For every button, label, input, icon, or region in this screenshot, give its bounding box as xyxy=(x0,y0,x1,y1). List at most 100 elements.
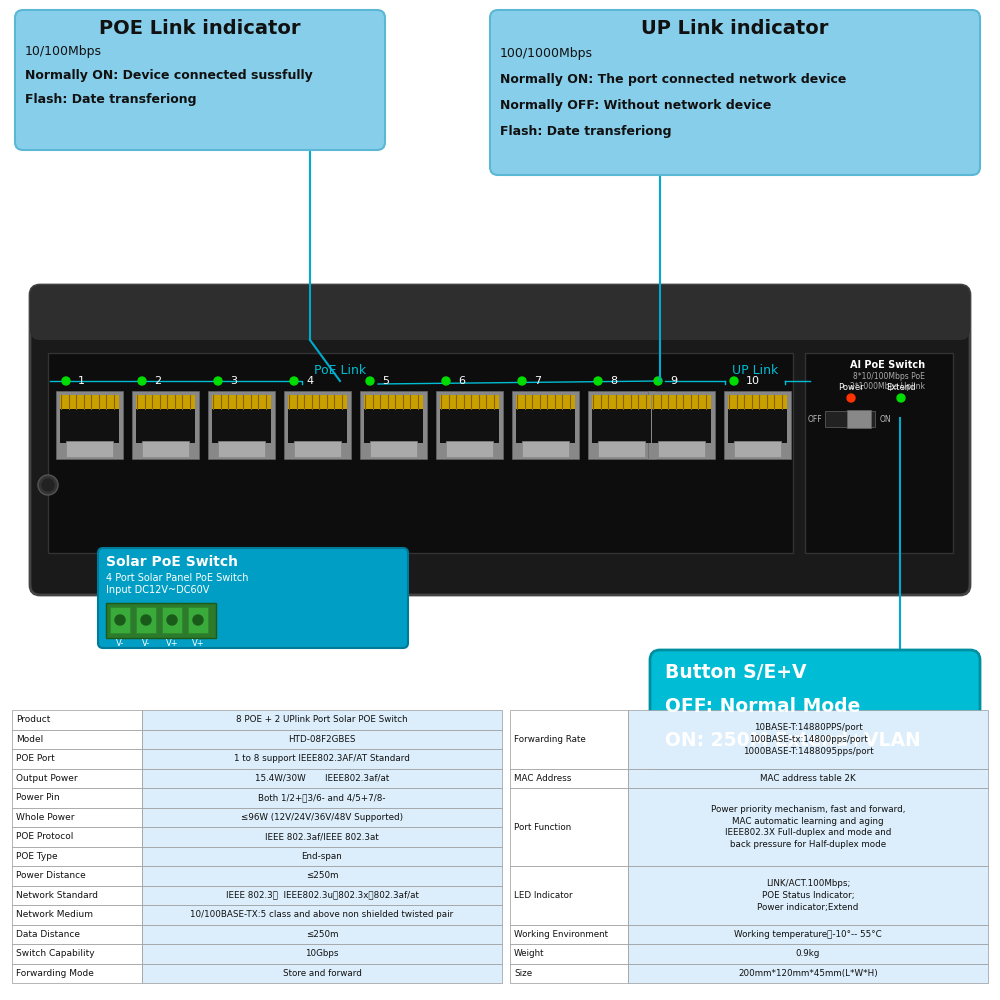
Text: 7: 7 xyxy=(534,376,541,386)
Text: ≤96W (12V/24V/36V/48V Supported): ≤96W (12V/24V/36V/48V Supported) xyxy=(241,813,403,822)
Text: POE Port: POE Port xyxy=(16,754,55,763)
Bar xyxy=(512,391,579,459)
Text: 9: 9 xyxy=(670,376,677,386)
Circle shape xyxy=(897,394,905,402)
Bar xyxy=(188,607,208,633)
Text: Store and forward: Store and forward xyxy=(283,969,361,978)
Text: Data Distance: Data Distance xyxy=(16,930,80,939)
Bar xyxy=(12,788,142,808)
Bar xyxy=(440,395,499,443)
FancyBboxPatch shape xyxy=(30,285,970,340)
Text: 2: 2 xyxy=(154,376,161,386)
Text: Power priority mechanism, fast and forward,
MAC automatic learning and aging
IEE: Power priority mechanism, fast and forwa… xyxy=(711,805,905,849)
Circle shape xyxy=(42,479,54,491)
Bar xyxy=(364,395,423,409)
Bar xyxy=(142,924,502,944)
Bar xyxy=(294,441,341,457)
Text: Power Distance: Power Distance xyxy=(16,871,86,880)
Text: 0.9kg: 0.9kg xyxy=(796,949,820,958)
Text: OFF: Normal Mode: OFF: Normal Mode xyxy=(665,696,860,716)
Text: V+: V+ xyxy=(192,640,204,648)
Text: 4 Port Solar Panel PoE Switch: 4 Port Solar Panel PoE Switch xyxy=(106,573,248,583)
Text: AI PoE Switch: AI PoE Switch xyxy=(850,360,925,370)
Bar xyxy=(142,886,502,905)
Bar xyxy=(218,441,265,457)
Bar xyxy=(628,944,988,964)
Circle shape xyxy=(290,377,298,385)
Bar xyxy=(142,441,189,457)
Bar xyxy=(56,391,123,459)
Text: V+: V+ xyxy=(166,640,178,648)
Text: 2*1000Mbps Uplink: 2*1000Mbps Uplink xyxy=(850,382,925,391)
Bar xyxy=(440,395,499,409)
Bar xyxy=(284,391,351,459)
Bar xyxy=(436,391,503,459)
Text: Forwarding Mode: Forwarding Mode xyxy=(16,969,94,978)
Text: Forwarding Rate: Forwarding Rate xyxy=(514,735,586,744)
Bar xyxy=(106,603,216,638)
Bar xyxy=(364,395,423,443)
Bar xyxy=(142,944,502,964)
Text: Product: Product xyxy=(16,715,50,724)
Text: 10/100Mbps: 10/100Mbps xyxy=(25,45,102,58)
Bar xyxy=(12,768,142,788)
Bar xyxy=(592,395,651,409)
Text: PoE Link: PoE Link xyxy=(314,364,366,377)
Bar xyxy=(510,768,628,788)
Bar xyxy=(728,395,787,443)
Text: Port Function: Port Function xyxy=(514,822,571,832)
Bar xyxy=(142,768,502,788)
Bar xyxy=(652,395,711,443)
Circle shape xyxy=(38,475,58,495)
Bar xyxy=(360,391,427,459)
Bar xyxy=(142,749,502,768)
Text: Network Standard: Network Standard xyxy=(16,891,98,900)
Text: Both 1/2+、3/6- and 4/5+7/8-: Both 1/2+、3/6- and 4/5+7/8- xyxy=(258,793,386,802)
Text: 4: 4 xyxy=(306,376,313,386)
Text: 1: 1 xyxy=(78,376,85,386)
Bar xyxy=(728,395,787,409)
Bar xyxy=(12,749,142,768)
Text: POE Protocol: POE Protocol xyxy=(16,832,73,841)
Text: IEEE 802.3、  IEEE802.3u、802.3x、802.3af/at: IEEE 802.3、 IEEE802.3u、802.3x、802.3af/at xyxy=(226,891,418,900)
Text: LED Indicator: LED Indicator xyxy=(514,891,573,900)
Circle shape xyxy=(115,615,125,625)
Bar xyxy=(142,730,502,749)
Text: UP Link indicator: UP Link indicator xyxy=(641,18,829,37)
Bar xyxy=(510,710,628,768)
Text: Output Power: Output Power xyxy=(16,774,78,783)
Bar xyxy=(48,353,793,553)
Bar xyxy=(288,395,347,443)
Text: V-: V- xyxy=(142,640,150,648)
Bar xyxy=(208,391,275,459)
Text: Weight: Weight xyxy=(514,949,544,958)
Bar xyxy=(510,924,628,944)
Bar xyxy=(12,730,142,749)
Bar xyxy=(136,395,195,443)
Bar xyxy=(132,391,199,459)
Circle shape xyxy=(442,377,450,385)
Text: UP Link: UP Link xyxy=(732,364,778,377)
Text: 8*10/100Mbps PoE: 8*10/100Mbps PoE xyxy=(853,372,925,381)
Text: Flash: Date transferiong: Flash: Date transferiong xyxy=(25,94,196,106)
Bar xyxy=(516,395,575,409)
Bar xyxy=(516,395,575,443)
Bar xyxy=(847,410,871,428)
Text: Switch Capability: Switch Capability xyxy=(16,949,95,958)
Text: Size: Size xyxy=(514,969,532,978)
Bar xyxy=(628,924,988,944)
Text: Button S/E+V: Button S/E+V xyxy=(665,662,806,682)
Bar xyxy=(724,391,791,459)
Text: Normally ON: Device connected sussfully: Normally ON: Device connected sussfully xyxy=(25,70,313,83)
Text: 3: 3 xyxy=(230,376,237,386)
Text: 10Gbps: 10Gbps xyxy=(305,949,339,958)
Bar xyxy=(142,846,502,866)
Text: ≤250m: ≤250m xyxy=(306,871,338,880)
Text: Working Environment: Working Environment xyxy=(514,930,608,939)
FancyBboxPatch shape xyxy=(490,10,980,175)
Circle shape xyxy=(62,377,70,385)
Bar xyxy=(805,353,953,553)
Bar xyxy=(142,710,502,730)
Text: Power Pin: Power Pin xyxy=(16,793,60,802)
Text: POE Link indicator: POE Link indicator xyxy=(99,18,301,37)
